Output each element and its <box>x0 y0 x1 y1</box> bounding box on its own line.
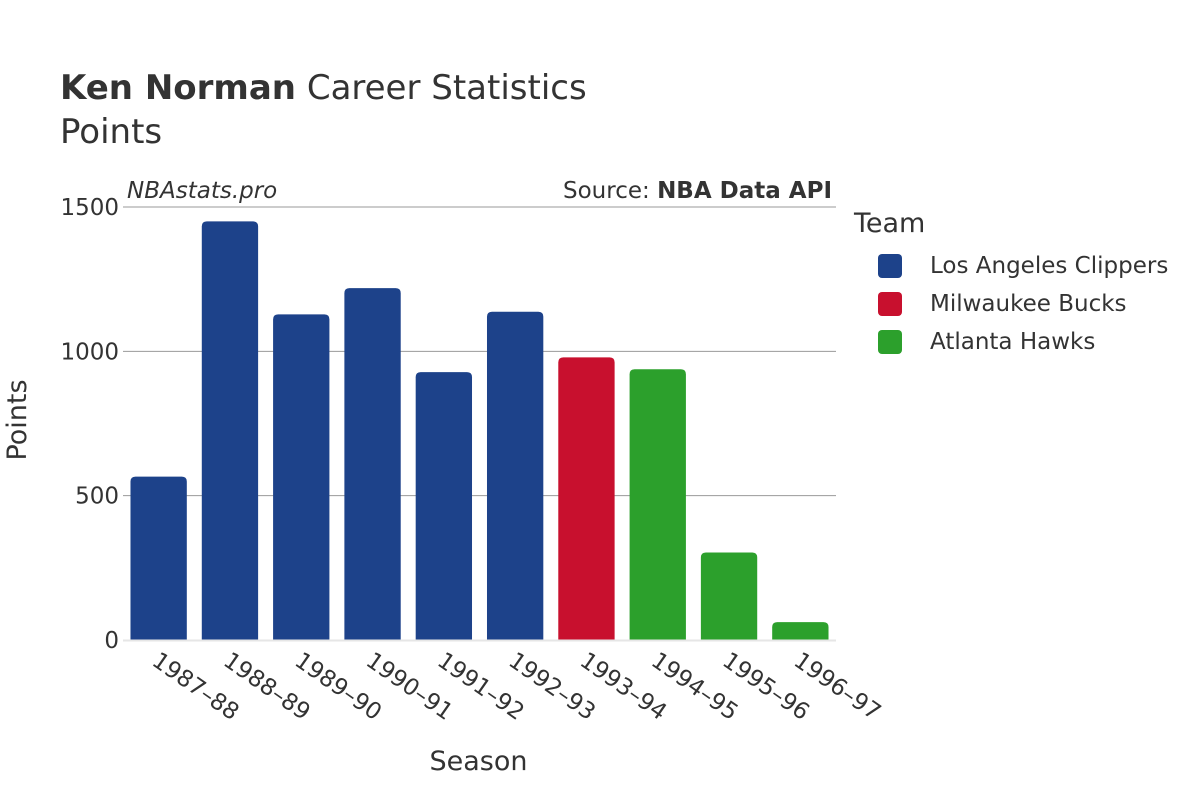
legend-swatch-hawks <box>878 330 902 354</box>
bar-1991-92 <box>415 372 473 640</box>
bar-1992-93 <box>486 311 544 640</box>
legend-item-bucks[interactable]: Milwaukee Bucks <box>878 289 1127 319</box>
title-suffix: Career Statistics <box>296 68 587 108</box>
legend-item-clippers[interactable]: Los Angeles Clippers <box>878 251 1168 281</box>
y-tick-label-500: 500 <box>75 484 119 510</box>
chart-title: Ken Norman Career Statistics <box>60 68 587 108</box>
y-tick-label-1000: 1000 <box>60 339 119 365</box>
y-axis-title: Points <box>2 379 33 460</box>
legend-swatch-clippers <box>878 254 902 278</box>
y-tick-label-0: 0 <box>104 628 119 654</box>
bar-1996-97 <box>772 622 829 640</box>
source-name: NBA Data API <box>657 178 832 204</box>
bar-1994-95 <box>629 369 686 640</box>
bar-1993-94 <box>558 357 615 640</box>
legend-swatch-bucks <box>878 292 902 316</box>
legend-label-bucks: Milwaukee Bucks <box>930 291 1127 317</box>
legend-title: Team <box>854 208 926 239</box>
source-credit: Source: NBA Data API <box>563 178 832 204</box>
bar-1990-91 <box>344 288 401 640</box>
x-axis-title: Season <box>430 746 528 777</box>
legend-item-hawks[interactable]: Atlanta Hawks <box>878 327 1095 357</box>
title-player-name: Ken Norman <box>60 68 297 108</box>
bar-1987-88 <box>130 476 187 640</box>
legend-label-clippers: Los Angeles Clippers <box>930 253 1169 279</box>
y-tick-label-1500: 1500 <box>60 195 119 221</box>
bar-1995-96 <box>700 552 758 640</box>
legend-label-hawks: Atlanta Hawks <box>930 329 1096 355</box>
site-watermark: NBAstats.pro <box>127 178 278 204</box>
chart-subtitle: Points <box>60 112 163 152</box>
source-prefix: Source: <box>563 178 658 204</box>
bar-1989-90 <box>273 314 330 640</box>
bar-1988-89 <box>201 221 259 640</box>
